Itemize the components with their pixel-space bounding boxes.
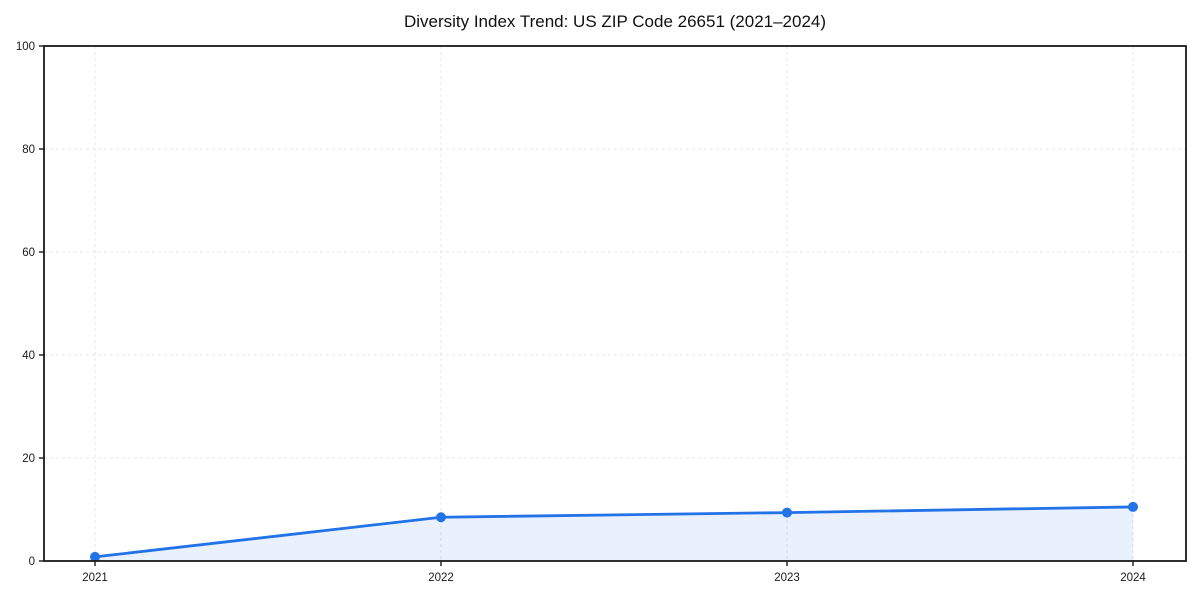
y-tick-label: 20 xyxy=(22,453,35,465)
axis-layer: 0 20 40 60 80 100 2021 2022 2023 2024 xyxy=(16,41,1187,584)
line-layer xyxy=(93,505,1135,559)
x-tick-label: 2021 xyxy=(82,572,108,584)
y-tick-label: 100 xyxy=(16,41,35,53)
plot-border xyxy=(43,45,1187,562)
chart-title: Diversity Index Trend: US ZIP Code 26651… xyxy=(403,12,827,31)
x-tick-label: 2022 xyxy=(428,572,454,584)
data-point-marker xyxy=(90,551,100,562)
data-point-marker xyxy=(436,512,446,523)
marker-layer xyxy=(90,501,1138,562)
data-point-marker xyxy=(1128,501,1138,512)
x-tick-label: 2023 xyxy=(774,572,800,584)
y-tick-label: 60 xyxy=(22,247,35,259)
series-line xyxy=(93,505,1135,559)
y-tick-label: 0 xyxy=(29,556,35,568)
area-layer xyxy=(95,506,1133,561)
data-point-marker xyxy=(782,507,792,518)
series-area-fill xyxy=(95,506,1133,561)
grid-layer xyxy=(44,45,1186,562)
y-tick-label: 80 xyxy=(22,144,35,156)
x-tick-label: 2024 xyxy=(1120,572,1146,584)
y-tick-label: 40 xyxy=(22,350,35,362)
